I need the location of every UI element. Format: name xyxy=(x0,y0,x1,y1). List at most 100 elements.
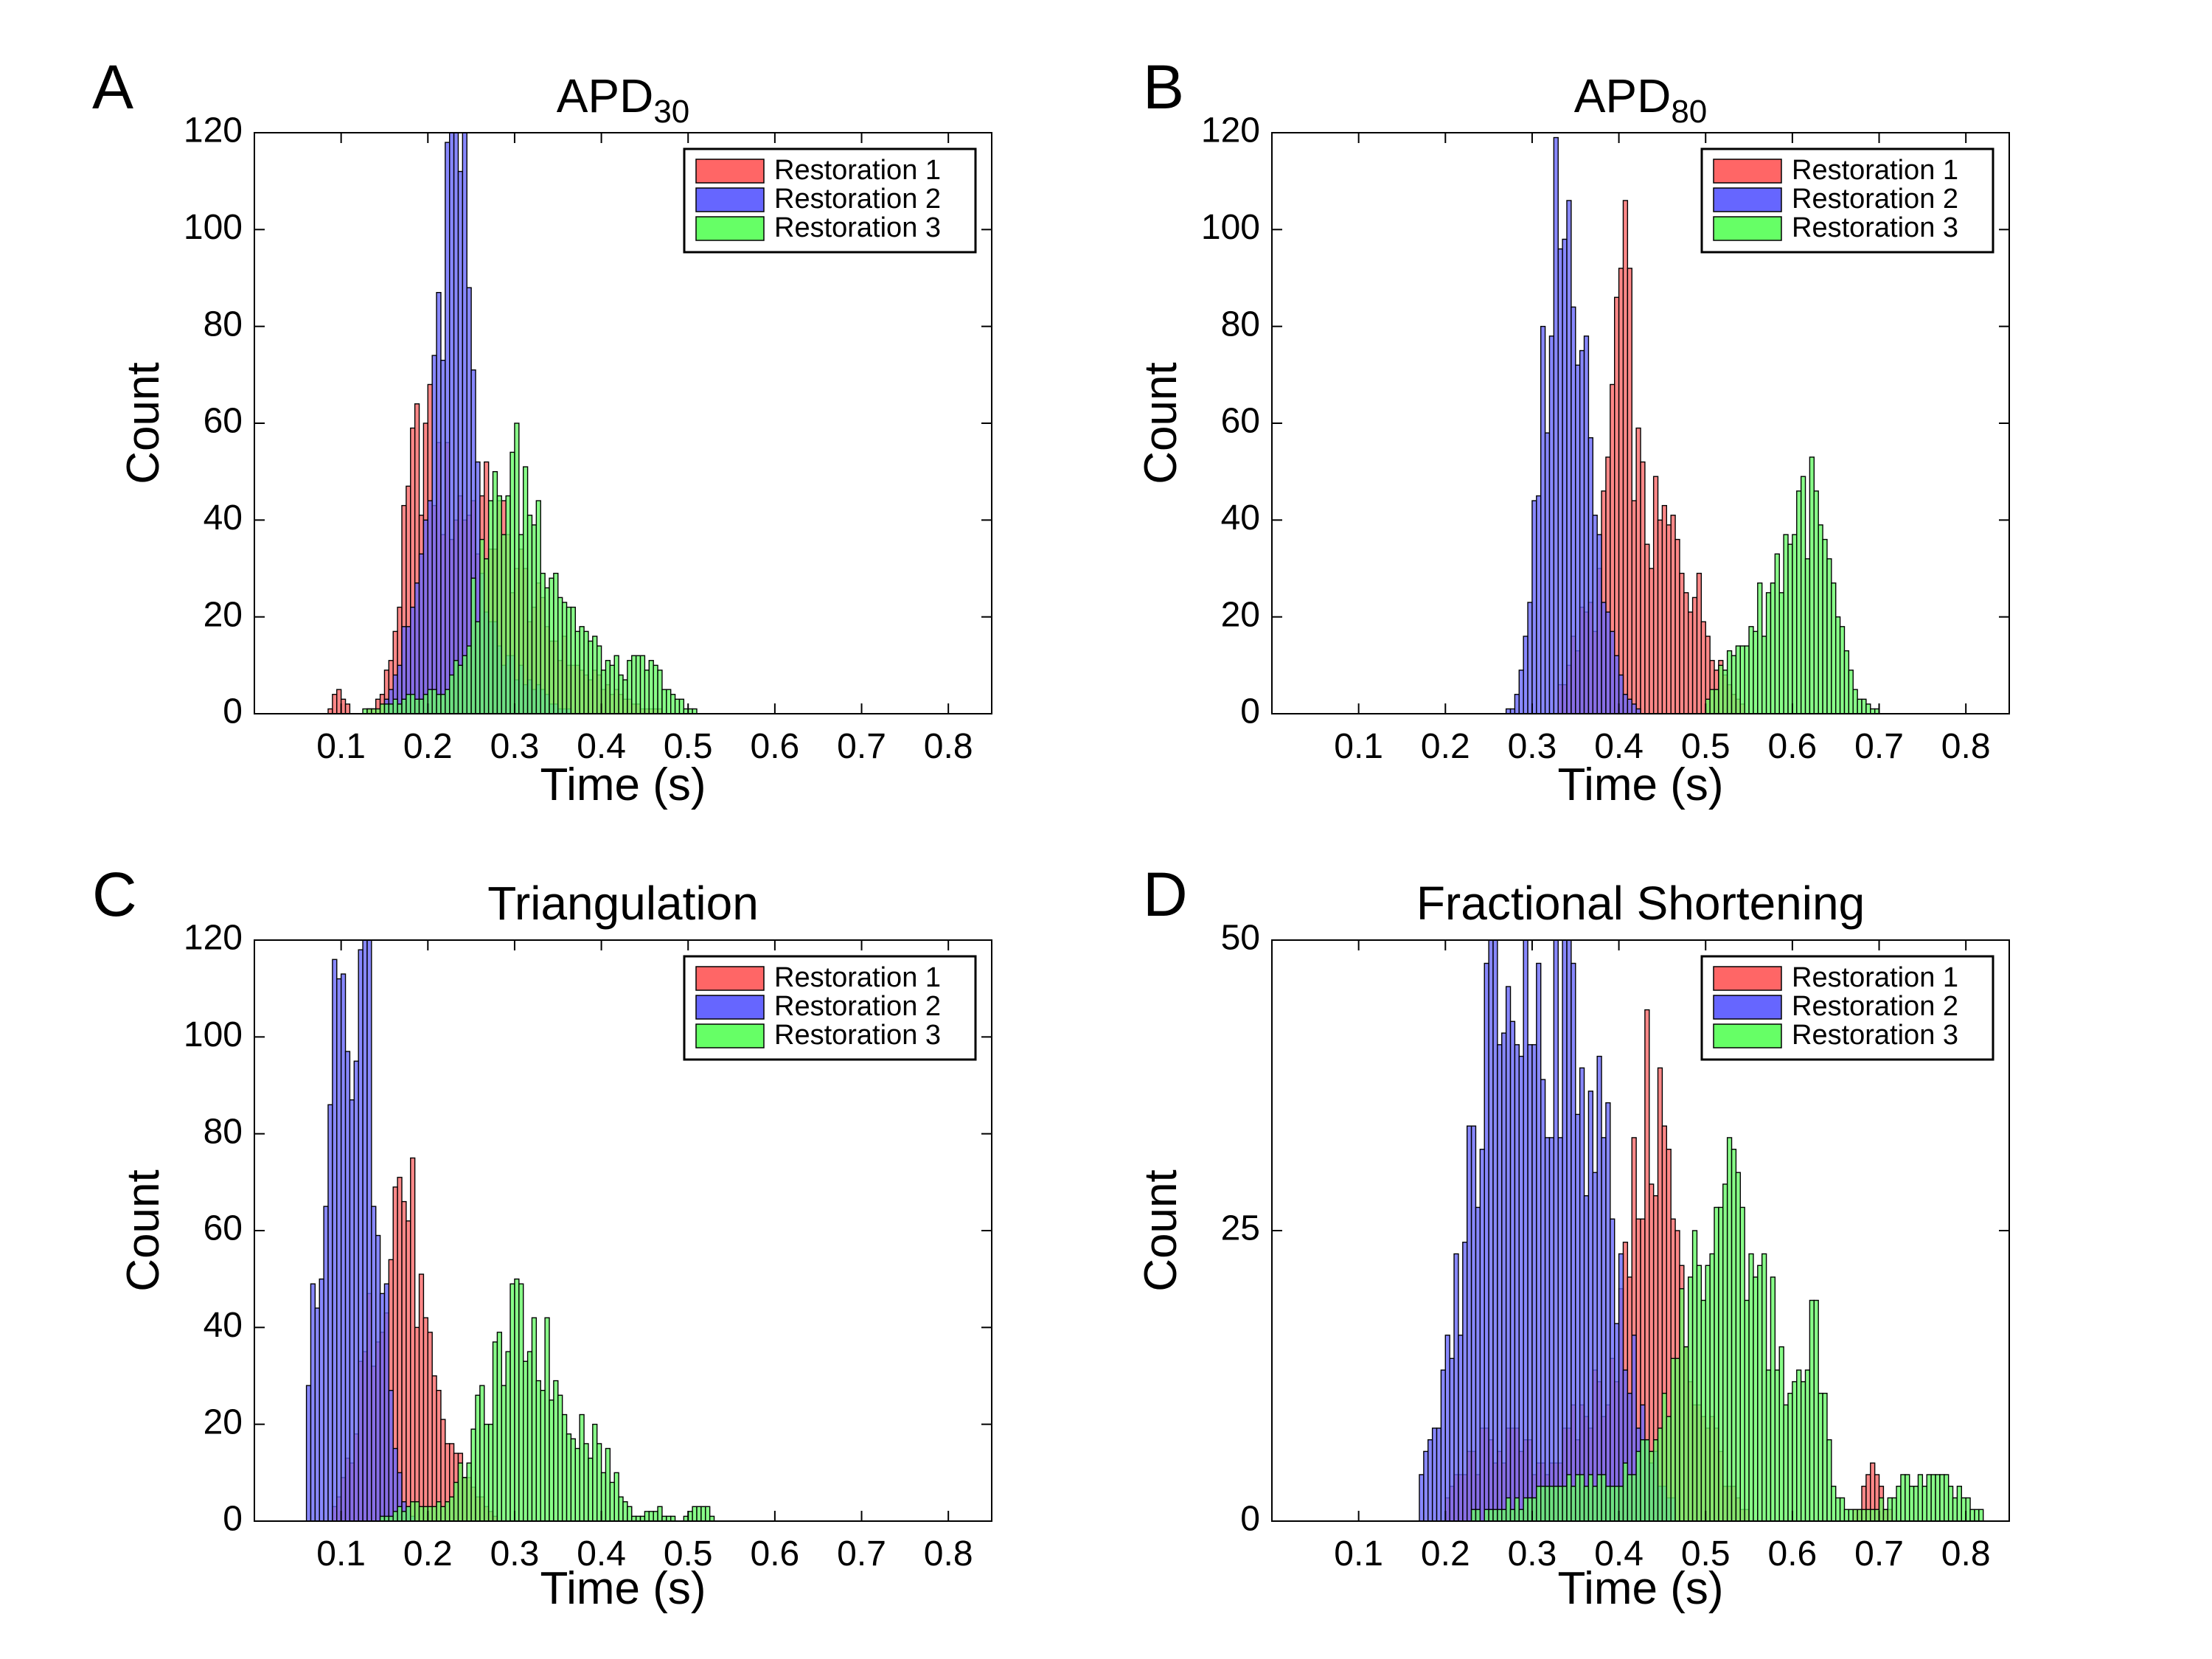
histogram-bar xyxy=(397,1506,403,1522)
histogram-bar xyxy=(1470,1125,1477,1522)
x-tick-label: 0.2 xyxy=(403,1534,453,1573)
panel-a: A APD30 0.1 0.2 0.3 0.4 0.5 0.6 0.7 0.8 0 20 40 60 80 1… xyxy=(92,52,992,810)
histogram-bar xyxy=(1978,1509,1984,1522)
histogram-bar xyxy=(605,1447,611,1522)
y-tick-label: 80 xyxy=(204,1112,243,1151)
histogram-bar xyxy=(340,973,347,1522)
histogram-bar xyxy=(1783,534,1789,714)
histogram-bar xyxy=(1796,1369,1802,1522)
y-tick-label: 100 xyxy=(1201,208,1260,247)
chart-title-main: APD xyxy=(557,69,654,122)
histogram-bar xyxy=(692,1506,698,1522)
histogram-bar xyxy=(1839,626,1846,714)
histogram-bar xyxy=(449,674,455,714)
x-tick-label: 0.5 xyxy=(1681,1534,1731,1573)
histogram-bar xyxy=(484,558,490,714)
x-tick-label: 0.5 xyxy=(1681,727,1731,766)
histogram-bar xyxy=(1813,1299,1819,1522)
x-tick-label: 0.7 xyxy=(1854,1534,1904,1573)
y-tick-label: 0 xyxy=(223,692,243,731)
histogram-bar xyxy=(1484,1509,1489,1522)
histogram-bar xyxy=(1674,538,1680,714)
histogram-bar xyxy=(531,524,538,714)
histogram-bar xyxy=(1761,636,1767,714)
histogram-bar xyxy=(505,495,511,714)
histogram-bar xyxy=(1587,1474,1593,1522)
histogram-bar xyxy=(1618,1253,1624,1522)
histogram-bar xyxy=(1657,1427,1663,1522)
histogram-bar xyxy=(1571,306,1576,714)
histogram-bar xyxy=(1544,1137,1551,1522)
histogram-bar xyxy=(1865,1509,1871,1522)
x-tick-label: 0.8 xyxy=(924,1534,973,1573)
histogram-bar xyxy=(653,664,658,714)
histogram-bar xyxy=(1748,1253,1754,1522)
histogram-bar xyxy=(678,698,685,714)
histogram-bar xyxy=(1423,1450,1429,1522)
histogram-bar xyxy=(319,1278,324,1522)
histogram-bar xyxy=(436,694,442,714)
histogram-bar xyxy=(1536,962,1542,1522)
histogram-bar xyxy=(1605,611,1611,714)
histogram-bar xyxy=(1913,1486,1919,1522)
histogram-bar xyxy=(1822,1392,1828,1522)
histogram-bar xyxy=(1843,650,1850,714)
histogram-bar xyxy=(1649,1450,1655,1522)
histogram-bar xyxy=(618,674,624,714)
histogram-bar xyxy=(518,534,524,714)
histogram-bar xyxy=(540,572,546,714)
panel-label: B xyxy=(1143,52,1184,122)
histogram-bar xyxy=(422,1317,428,1522)
histogram-bar xyxy=(1579,1067,1585,1522)
histogram-bar xyxy=(427,500,433,714)
histogram-bar xyxy=(1605,1486,1611,1522)
histogram-bar xyxy=(327,1104,333,1522)
chart-title: APD80 xyxy=(1574,69,1708,130)
histogram-bar xyxy=(661,689,667,714)
histogram-bar xyxy=(574,1447,580,1522)
histogram-bar xyxy=(1536,495,1542,714)
histogram-bar xyxy=(440,694,446,714)
histogram-bar xyxy=(1691,1230,1698,1522)
histogram-bar xyxy=(1778,1346,1784,1522)
x-tick-label: 0.1 xyxy=(1334,1534,1383,1573)
histogram-bar xyxy=(1809,1299,1815,1522)
y-tick-label: 100 xyxy=(184,1015,243,1054)
histogram-bar xyxy=(1700,1299,1706,1522)
histogram-bar xyxy=(540,1389,546,1522)
histogram-bar xyxy=(383,703,390,714)
histogram-bar xyxy=(1905,1474,1910,1522)
histogram-bar xyxy=(705,1506,711,1522)
histogram-bar xyxy=(406,694,411,714)
histogram-bar xyxy=(1427,1439,1433,1522)
histogram-bar xyxy=(1622,200,1629,714)
x-tick-label: 0.7 xyxy=(1854,727,1904,766)
histogram-bar xyxy=(344,1051,351,1522)
histogram-bar xyxy=(1509,1509,1516,1522)
histogram-bar xyxy=(332,694,338,714)
histogram-bar xyxy=(1614,296,1620,714)
histogram-bar xyxy=(440,359,446,714)
histogram-bar xyxy=(648,1511,654,1522)
histogram-bar xyxy=(1431,1427,1438,1522)
histogram-bar xyxy=(1449,1357,1455,1522)
histogram-bar xyxy=(1956,1486,1962,1522)
histogram-bar xyxy=(1735,1172,1741,1522)
histogram-bar xyxy=(440,1506,446,1522)
histogram-bar xyxy=(1618,268,1624,714)
histogram-bar xyxy=(1688,1276,1694,1522)
histogram-bar xyxy=(1557,1137,1563,1522)
histogram-bar xyxy=(1857,1509,1863,1522)
histogram-bar xyxy=(1757,582,1763,714)
histogram-bar xyxy=(1501,1032,1507,1522)
series-3 xyxy=(362,422,698,714)
histogram-bar xyxy=(1683,592,1689,714)
histogram-bar xyxy=(557,1394,563,1522)
histogram-bar xyxy=(1843,1509,1850,1522)
histogram-bar xyxy=(1774,1369,1780,1522)
histogram-bar xyxy=(1622,1462,1629,1522)
histogram-bar xyxy=(1670,515,1676,714)
y-tick-label: 40 xyxy=(204,1306,243,1345)
